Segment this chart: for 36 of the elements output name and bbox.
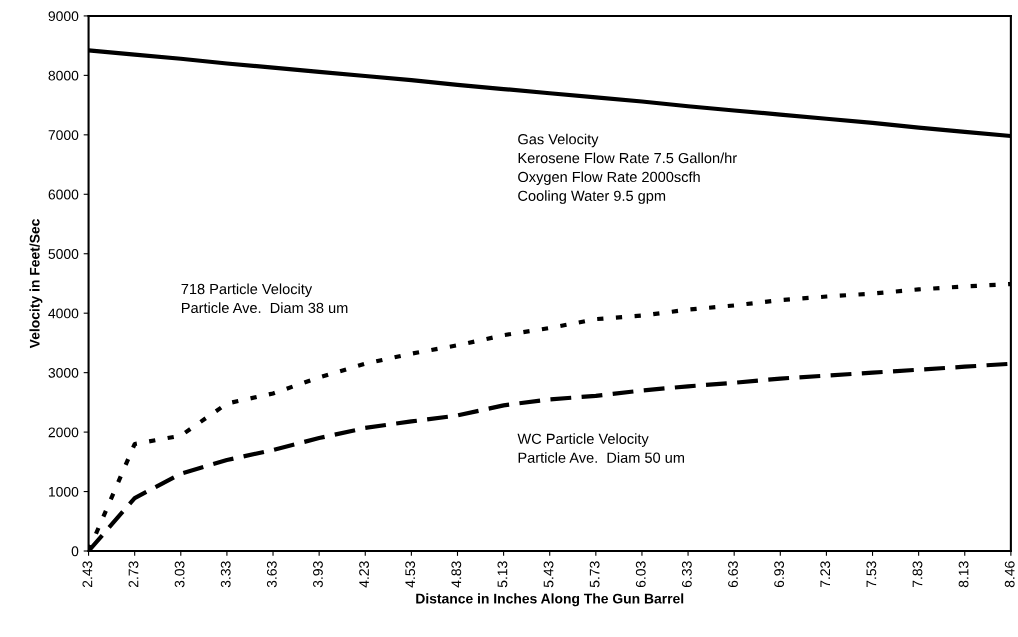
x-tick-label: 6.93 — [774, 561, 785, 588]
y-tick-label: 7000 — [48, 130, 79, 140]
y-tick-label: 3000 — [48, 367, 79, 378]
y-tick-label: 6000 — [48, 189, 79, 200]
annotation: 718 Particle Velocity Particle Ave. Diam 38 um — [181, 283, 348, 314]
x-tick-label: 3.33 — [220, 561, 231, 588]
y-tick-label: 4000 — [48, 308, 79, 319]
x-tick-label: 6.33 — [681, 561, 692, 588]
x-tick-label: 6.63 — [728, 561, 738, 588]
x-tick-label: 4.23 — [359, 561, 369, 588]
x-tick-label: 8.46 — [1004, 561, 1015, 588]
x-tick-label: 8.13 — [958, 561, 969, 588]
x-tick-label: 2.43 — [82, 561, 93, 588]
y-tick-label: 8000 — [48, 70, 79, 81]
y-tick-label: 9000 — [48, 11, 79, 22]
y-tick-label: 2000 — [48, 427, 79, 438]
y-tick-label: 0 — [71, 546, 79, 557]
y-axis-title: Velocity in Feet/Sec — [29, 219, 43, 349]
x-tick-label: 4.83 — [451, 561, 462, 588]
x-tick-label: 5.13 — [497, 561, 508, 588]
x-tick-label: 7.53 — [866, 561, 877, 588]
annotation: Gas Velocity Kerosene Flow Rate 7.5 Gallon/hr Oxygen Flow Rate 2000scfh Cooling Water 9.5 gpm — [518, 133, 737, 204]
x-tick-label: 3.03 — [174, 561, 185, 588]
x-tick-label: 7.83 — [912, 561, 923, 588]
x-tick-label: 3.93 — [313, 561, 323, 588]
annotation: WC Particle Velocity Particle Ave. Diam 50 um — [517, 433, 684, 463]
y-tick-label: 5000 — [48, 249, 79, 259]
x-tick-label: 2.73 — [128, 561, 139, 588]
y-tick-label: 1000 — [49, 486, 79, 497]
x-tick-label: 6.03 — [635, 561, 646, 588]
x-tick-label: 5.43 — [543, 561, 554, 588]
x-tick-label: 4.53 — [405, 561, 416, 588]
x-axis-title: Distance in Inches Along The Gun Barrel — [416, 593, 684, 607]
x-tick-label: 3.63 — [266, 561, 277, 588]
x-tick-label: 7.23 — [820, 561, 831, 588]
x-tick-label: 5.73 — [589, 561, 600, 588]
